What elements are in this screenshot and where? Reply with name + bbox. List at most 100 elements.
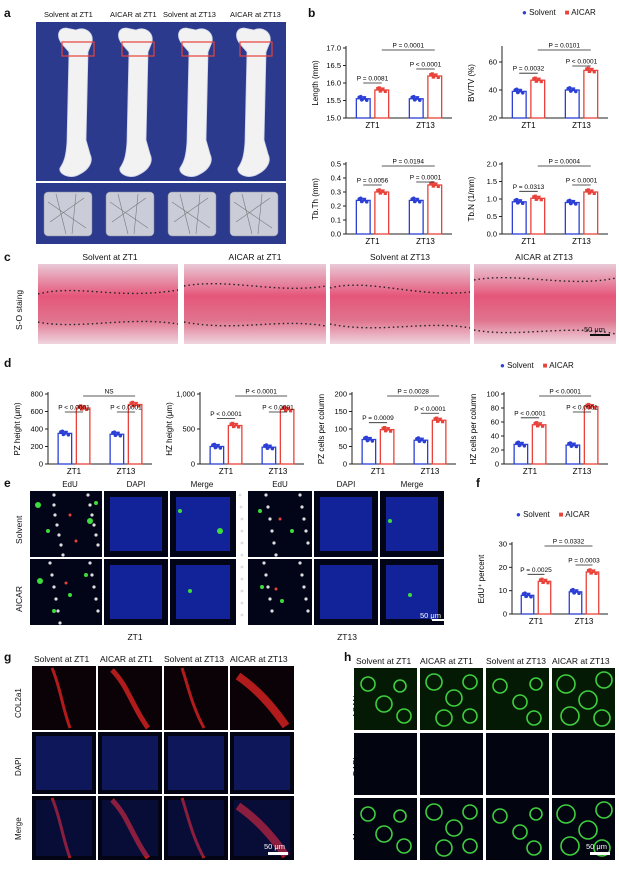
panel-a-col-1: Solvent at ZT1 [44,10,93,19]
x-tick-label: ZT1 [371,467,386,476]
data-point [441,420,445,424]
y-tick-label: 200 [334,390,347,399]
legend-solvent-label: Solvent [523,510,550,519]
data-point [218,446,223,450]
y-tick-label: 50 [339,442,347,451]
y-tick-label: 16.5 [326,61,341,70]
data-point [577,591,581,596]
data-point [66,432,71,437]
data-point [590,189,594,193]
legend-solvent-label: Solvent [507,361,534,370]
data-point [588,568,592,572]
y-tick-label: 60 [489,58,497,67]
p-value-label: P = 0.0081 [357,76,389,83]
chart-tbth: 0.0 0.1 0.2 0.3 0.4 0.5 Tb.Th (mm) ZT1 ZT13 P = 0… [311,159,452,246]
y-tick-label: 0 [343,460,347,469]
micro-ct-bone-image [36,22,286,244]
y-tick-label: 15.5 [326,96,341,105]
data-point [268,444,272,449]
p-value-label: P < 0.0001 [245,389,277,396]
bar-solvent [109,433,125,465]
y-tick-label: 40 [489,86,497,95]
data-point [520,201,525,205]
data-point [213,445,218,450]
data-point [284,408,288,413]
x-tick-label: ZT1 [523,467,538,476]
data-point [572,591,576,595]
y-tick-label: 10 [499,586,507,595]
legend-d: ● Solvent ■ AICAR [500,361,574,370]
data-point [568,201,573,206]
y-tick-label: 40 [491,432,499,441]
data-point [435,416,439,420]
data-point [383,426,387,430]
data-point [592,191,596,195]
x-tick-label: ZT1 [521,237,536,246]
data-point [85,407,89,411]
data-point [589,571,593,575]
y-tick-label: 1,000 [176,390,195,399]
data-point [540,577,544,581]
panel-h-col-3: Solvent at ZT13 [486,656,547,666]
y-tick-label: 0 [191,460,195,469]
data-point [586,188,590,192]
data-point [417,200,422,204]
chart-hz-cells: 0 20 40 60 80 100 HZ cells per column ZT1 ZT13 P … [469,389,608,476]
x-tick-label: ZT13 [269,467,288,476]
data-point [534,197,538,201]
data-point [237,425,241,429]
p-value-label: P = 0.0001 [410,175,442,182]
data-point [368,437,372,441]
data-point [289,409,293,413]
data-point [590,68,594,72]
bar-solvent [361,438,377,465]
data-point [574,444,579,449]
data-point [431,75,435,79]
legend-aicar-marker: ■ [542,361,548,370]
data-point [522,444,527,448]
y-tick-label: 600 [30,407,43,416]
bar-aicar [537,580,552,615]
panel-g-row-col2a1: COL2a1 [14,688,23,718]
y-tick-label: 20 [491,446,499,455]
data-point [370,439,375,443]
data-point [571,87,576,92]
data-point [436,75,440,79]
panel-a-col-2: AICAR at ZT1 [110,10,157,19]
panel-e-row-solvent: Solvent [14,515,24,544]
data-point [80,407,84,411]
bar-aicar [583,191,599,235]
chart-bvtv: 20 40 60 BV/TV (%) ZT1 ZT13 P = 0.0032 P < 0.00… [467,43,608,130]
data-point [587,69,591,74]
data-point [264,443,269,447]
y-tick-label: 60 [491,418,499,427]
y-tick-label: 0.0 [331,230,341,239]
bar-solvent [355,98,371,119]
y-axis-label: EdU⁺ percent [477,554,486,603]
p-value-label: P = 0.0028 [397,389,429,396]
p-value-label: P = 0.0313 [513,184,545,191]
data-point [265,446,270,451]
data-point [386,427,390,431]
legend-solvent-marker: ● [500,361,505,370]
panel-a-col-4: AICAR at ZT13 [230,10,281,19]
y-tick-label: 0.5 [331,160,341,169]
y-tick-label: 100 [334,425,347,434]
data-point [384,429,388,433]
p-value-label: P = 0.0032 [513,66,545,73]
acan-images [354,668,615,860]
data-point [377,188,381,192]
panel-f-label: f [476,476,480,490]
y-tick-label: 0 [495,460,499,469]
data-point [517,443,522,448]
bar-aicar [127,403,143,465]
bar-solvent [565,444,581,465]
panel-a-col-3: Solvent at ZT13 [163,10,216,19]
p-value-label: P < 0.0001 [210,411,242,418]
data-point [593,406,597,410]
panel-h-scale-label: 50 μm [586,842,607,851]
data-point [514,87,519,92]
data-point [378,191,382,195]
y-tick-label: 0 [503,610,507,619]
